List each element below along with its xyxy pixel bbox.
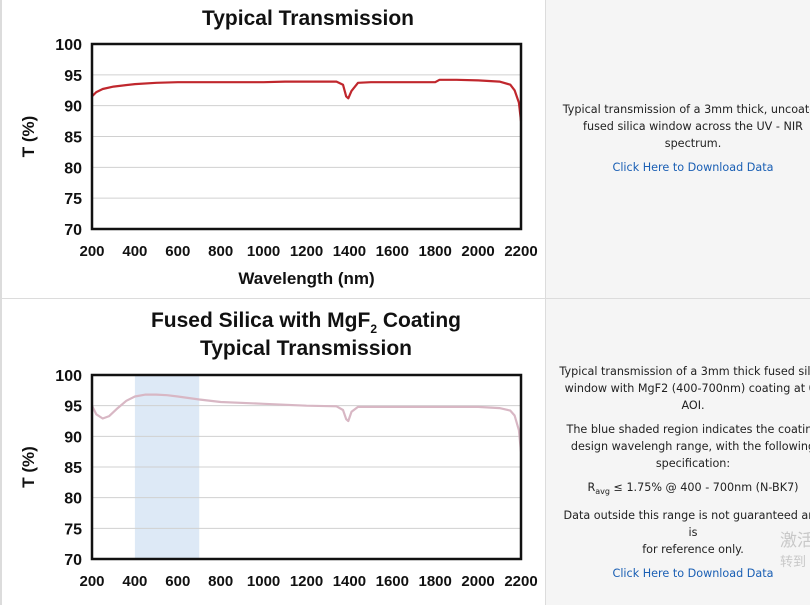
x-tick-label: 2200 — [504, 243, 537, 260]
y-tick-label: 90 — [64, 429, 82, 446]
y-axis-label: T (%) — [19, 116, 38, 158]
description-line: Data outside this range is not guarantee… — [563, 509, 810, 540]
description-line: for reference only. — [642, 543, 744, 557]
x-tick-label: 1600 — [376, 243, 409, 260]
description-panel-top — [546, 0, 810, 298]
description-line: The blue shaded region indicates the coa… — [566, 423, 810, 436]
series-line — [91, 78, 523, 122]
y-tick-label: 90 — [64, 99, 82, 116]
download-data-link-mgf2[interactable]: Click Here to Download Data — [612, 567, 774, 581]
x-tick-label: 1000 — [247, 243, 280, 260]
x-tick-label: 1800 — [419, 243, 452, 260]
x-tick-label: 1000 — [247, 573, 280, 590]
y-tick-label: 80 — [64, 160, 82, 177]
description-line: Typical transmission of a 3mm thick, unc… — [562, 103, 810, 116]
x-tick-label: 1200 — [290, 243, 323, 260]
x-tick-label: 2200 — [504, 573, 537, 590]
page-border-left — [0, 0, 2, 605]
transmission-chart-uncoated: Typical Transmission 100 95 90 85 80 75 70 200 40… — [19, 7, 538, 288]
x-tick-label: 400 — [122, 573, 147, 590]
y-tick-label: 70 — [64, 552, 82, 569]
chart-title: Typical Transmission — [202, 7, 414, 30]
y-tick-label: 95 — [64, 68, 82, 85]
x-tick-label: 2000 — [461, 573, 494, 590]
description-mgf2: Typical transmission of a 3mm thick fuse… — [558, 363, 810, 582]
spec-value: ≤ 1.75% @ 400 - 700nm (N-BK7) — [609, 481, 799, 494]
spec-symbol: R — [587, 481, 596, 494]
x-tick-label: 1600 — [376, 573, 409, 590]
column-divider — [545, 0, 546, 605]
y-tick-label: 70 — [64, 222, 82, 239]
y-tick-label: 85 — [64, 460, 82, 477]
description-line: design wavelengh range, with the followi… — [570, 440, 810, 453]
y-tick-label: 100 — [55, 37, 82, 54]
download-data-link-uncoated[interactable]: Click Here to Download Data — [612, 161, 774, 174]
x-tick-label: 600 — [165, 243, 190, 260]
x-tick-label: 800 — [208, 573, 233, 590]
plot-frame — [90, 42, 523, 231]
y-tick-label: 85 — [64, 130, 82, 147]
x-axis-label: Wavelength (nm) — [238, 269, 374, 288]
y-axis-label: T (%) — [19, 446, 38, 488]
spec-subscript: avg — [595, 487, 610, 497]
description-panel-bottom — [546, 299, 810, 605]
chart-subtitle: Typical Transmission — [200, 337, 412, 360]
chart-title-part: Fused Silica with MgF — [151, 309, 371, 332]
y-tick-label: 75 — [64, 521, 82, 538]
description-line: fused silica window across the UV - NIR … — [583, 120, 803, 150]
y-tick-label: 95 — [64, 399, 82, 416]
coating-specification: Ravg ≤ 1.75% @ 400 - 700nm (N-BK7) — [558, 479, 810, 500]
description-line: AOI. — [681, 399, 705, 412]
description-line: specification: — [655, 457, 731, 470]
series-line — [91, 393, 523, 452]
x-tick-label: 1400 — [333, 243, 366, 260]
y-tick-label: 100 — [55, 368, 82, 385]
x-tick-label: 1800 — [419, 573, 452, 590]
x-tick-label: 1400 — [333, 573, 366, 590]
watermark-line: 激活 — [780, 531, 810, 551]
x-tick-label: 600 — [165, 573, 190, 590]
chart-title-subscript: 2 — [370, 322, 377, 336]
x-tick-label: 200 — [79, 243, 104, 260]
x-tick-label: 2000 — [461, 243, 494, 260]
activation-watermark: 激活 转到 — [780, 530, 810, 574]
description-line: Typical transmission of a 3mm thick fuse… — [559, 365, 810, 378]
chart-title-part: Coating — [377, 309, 461, 332]
chart-title: Fused Silica with MgF2 Coating — [151, 309, 461, 336]
x-tick-label: 1200 — [290, 573, 323, 590]
description-uncoated: Typical transmission of a 3mm thick, unc… — [558, 101, 810, 176]
x-tick-label: 200 — [79, 573, 104, 590]
y-tick-label: 80 — [64, 491, 82, 508]
row-divider — [0, 298, 810, 299]
x-tick-label: 800 — [208, 243, 233, 260]
x-tick-label: 400 — [122, 243, 147, 260]
description-line: window with MgF2 (400-700nm) coating at … — [564, 382, 810, 395]
plot-frame — [90, 373, 523, 561]
y-tick-label: 75 — [64, 191, 82, 208]
watermark-line: 转到 — [780, 555, 807, 570]
